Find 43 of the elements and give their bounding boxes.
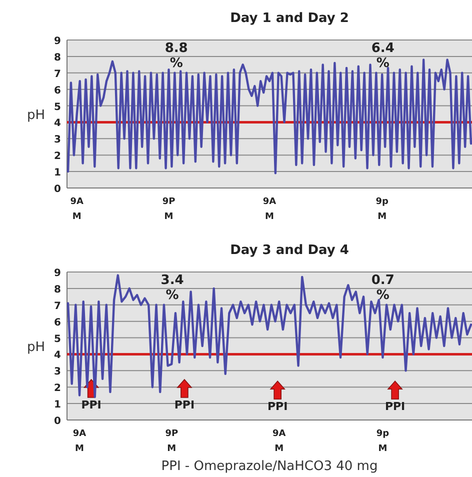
annotation: 3.4 % <box>160 273 184 303</box>
x-tick-label: 9P M <box>162 197 176 222</box>
y-tick-label: 4 <box>54 118 62 130</box>
y-tick-label: 4 <box>54 350 62 362</box>
y-tick-label: 8 <box>54 52 62 64</box>
chart-title: Day 1 and Day 2 <box>230 11 349 26</box>
x-tick-label: 9p M <box>376 429 390 454</box>
y-tick-label: 2 <box>54 151 62 162</box>
y-tick-label: 8 <box>54 284 62 296</box>
y-tick-label: 5 <box>54 102 62 113</box>
y-tick-label: 5 <box>54 334 62 345</box>
y-tick-label: 3 <box>54 366 62 378</box>
text: PPI - Omeprazole/NaHCO3 40 mg <box>161 459 378 474</box>
x-tick-label: 9A M <box>272 429 286 454</box>
y-tick-label: 9 <box>54 268 62 279</box>
annotation: 0.7 % <box>371 273 394 303</box>
annotation: PPI <box>384 400 406 414</box>
y-tick-label: 1 <box>54 400 62 411</box>
y-tick-label: 0 <box>54 184 62 195</box>
annotation: 6.4 % <box>371 41 394 71</box>
y-tick-label: 1 <box>54 168 62 179</box>
line-series <box>66 58 472 174</box>
y-tick-label: 6 <box>54 317 62 328</box>
y-tick-label: 2 <box>54 383 62 394</box>
line-series <box>66 274 472 398</box>
x-tick-label: 9A M <box>72 429 86 454</box>
x-tick-label: 9A M <box>70 197 84 222</box>
annotation: 8.8 % <box>164 41 188 71</box>
y-tick-label: 0 <box>54 416 62 427</box>
y-tick-label: 3 <box>54 134 62 146</box>
y-tick-label: 7 <box>54 300 62 312</box>
x-tick-label: 9p M <box>376 197 390 222</box>
annotation: PPI <box>81 398 102 412</box>
y-axis-title: pH <box>26 108 46 123</box>
y-tick-label: 9 <box>54 36 62 47</box>
annotation: PPI <box>267 400 288 414</box>
y-tick-label: 7 <box>54 68 62 80</box>
x-tick-label: 9P M <box>165 429 178 454</box>
chart-title: Day 3 and Day 4 <box>230 243 349 258</box>
y-axis-title: pH <box>26 340 46 355</box>
annotation: PPI <box>174 398 195 412</box>
y-tick-label: 6 <box>54 85 62 96</box>
x-tick-label: 9A M <box>262 197 276 222</box>
